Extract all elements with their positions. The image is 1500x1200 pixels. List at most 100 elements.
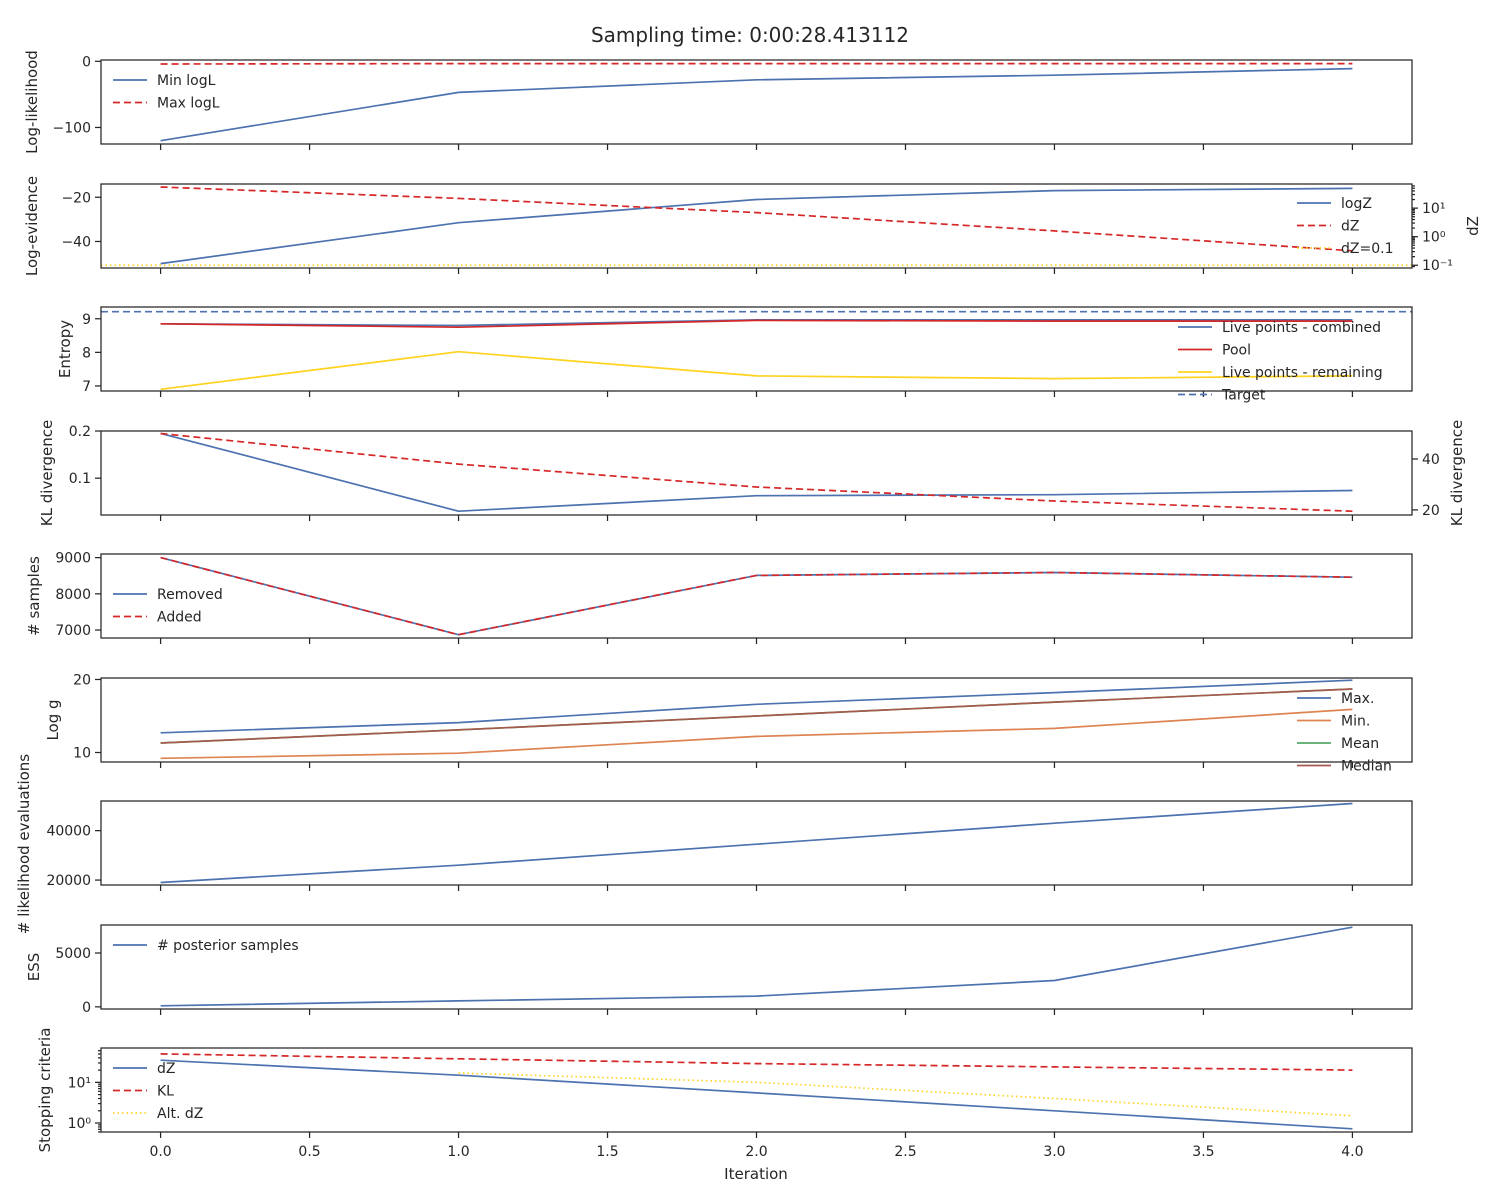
y-tick-label: −100 [53, 120, 91, 136]
panel-frame [100, 430, 1413, 516]
y-tick-label: 0.1 [69, 471, 91, 487]
series-line-live-points-remaining [160, 350, 1353, 391]
legend-label: Live points - combined [1222, 320, 1381, 336]
series-line-min [160, 708, 1353, 760]
legend-label: Pool [1222, 343, 1251, 359]
legend: logZ dZ dZ=0.1 [1297, 196, 1393, 257]
y-axis-label: # likelihood evaluations [15, 754, 33, 934]
panel-4: 0.2 0.1 40 20 KL divergence KL divergence [38, 420, 1466, 526]
legend-label: KL [157, 1084, 174, 1100]
series-group [160, 926, 1353, 1007]
legend-label: Added [157, 610, 202, 626]
y-tick-label: 7000 [55, 623, 91, 639]
series-line-posterior-samples [160, 926, 1353, 1007]
legend-label: Live points - remaining [1222, 365, 1383, 381]
panel-7: 40000 20000 # likelihood evaluations [15, 754, 1413, 934]
panel-5: 9000 8000 7000 # samples Removed Added [25, 551, 1413, 644]
series-group [160, 62, 1353, 142]
y-axis-label: Log-evidence [23, 176, 41, 276]
x-tick-label: 1.0 [447, 1144, 469, 1160]
x-tick-label: 2.5 [894, 1144, 916, 1160]
y-axis-label: Log g [44, 699, 62, 740]
y-tick-label: 10¹ [68, 1075, 91, 1091]
series-line [160, 802, 1353, 884]
y-tick-label: 8 [82, 345, 91, 361]
y2-axis-label: KL divergence [1448, 420, 1466, 526]
legend-label: Target [1221, 388, 1266, 404]
y-axis-label: ESS [25, 953, 43, 982]
y2-tick-label: 10⁰ [1422, 230, 1446, 246]
y-tick-label: 10⁰ [68, 1116, 92, 1132]
x-tick-label: 3.0 [1043, 1144, 1065, 1160]
y2-tick-label: 10¹ [1422, 201, 1445, 217]
y-tick-label: 9000 [55, 551, 91, 567]
legend: Live points - combined Pool Live points - … [1178, 320, 1383, 404]
series-group [160, 556, 1353, 636]
x-tick-label: 4.0 [1341, 1144, 1363, 1160]
series-line-min-logl [160, 67, 1353, 142]
y-tick-label: 20000 [46, 873, 91, 889]
legend: Min logL Max logL [113, 73, 220, 112]
panel-9: 10¹ 10⁰ 0.0 0.5 1.0 1.5 2.0 2.5 3.0 3.5 4.0 Stoppin… [36, 1028, 1413, 1160]
figure-title: Sampling time: 0:00:28.413112 [591, 23, 909, 47]
legend-label: Max logL [157, 96, 220, 112]
y-tick-label: 0 [82, 1000, 91, 1016]
y-axis-label: KL divergence [38, 420, 56, 526]
y2-tick-label: 20 [1422, 503, 1440, 519]
y-axis-label: Log-likelihood [23, 50, 41, 154]
y-tick-label: 8000 [55, 587, 91, 603]
y-tick-label: 0.2 [69, 424, 91, 440]
legend: Max. Min. Mean Median [1297, 691, 1392, 775]
panel-frame [100, 800, 1413, 886]
panel-2: −20 −40 10¹ 10⁰ 10⁻¹ dZ Log-evidence logZ dZ dZ=0… [23, 176, 1482, 276]
series-group [160, 1053, 1353, 1130]
y-tick-label: −20 [61, 190, 91, 206]
legend-label: Min logL [157, 73, 216, 89]
y-tick-label: 20 [73, 672, 91, 688]
y-tick-label: 0 [82, 54, 91, 70]
y-tick-label: 10 [73, 746, 91, 762]
series-line-median [160, 688, 1353, 744]
series-line-kl [160, 1053, 1353, 1071]
series-group [160, 679, 1353, 760]
y-tick-label: 5000 [55, 946, 91, 962]
series-group [101, 310, 1412, 391]
legend: Removed Added [113, 587, 223, 626]
series-group [160, 802, 1353, 884]
panel-frame [100, 924, 1413, 1010]
legend-label: Removed [157, 587, 223, 603]
legend: dZ KL Alt. dZ [113, 1061, 203, 1122]
x-tick-label: 0.5 [298, 1144, 320, 1160]
series-group [101, 186, 1412, 267]
panel-frame [100, 553, 1413, 639]
legend-label: Median [1341, 759, 1392, 775]
legend-label: # posterior samples [157, 938, 299, 954]
legend-label: logZ [1341, 196, 1372, 212]
panel-1: 0 −100 Log-likelihood Min logL Max logL [23, 50, 1413, 154]
series-line-max [160, 679, 1353, 734]
panel-6: 20 10 Log g Max. Min. Mean Median [44, 672, 1413, 775]
y-tick-label: 7 [82, 379, 91, 395]
series-line [160, 432, 1353, 513]
panel-frame [100, 183, 1413, 269]
y-tick-label: 9 [82, 312, 91, 328]
legend-label: Max. [1341, 691, 1374, 707]
series-line-removed [160, 556, 1353, 636]
x-tick-label: 0.0 [149, 1144, 171, 1160]
series-line-logz [160, 187, 1353, 265]
legend-label: Alt. dZ [157, 1106, 203, 1122]
legend-label: dZ [1341, 219, 1359, 235]
series-line-dz [160, 1059, 1353, 1130]
panel-frame [100, 59, 1413, 145]
y2-axis-label: dZ [1464, 216, 1482, 236]
y-axis-label: # samples [25, 556, 43, 636]
legend-label: Min. [1341, 714, 1370, 730]
panel-frame [100, 306, 1413, 392]
y-tick-label: −40 [61, 234, 91, 250]
x-axis-label: Iteration [724, 1165, 788, 1183]
x-tick-label: 2.0 [745, 1144, 767, 1160]
series-line-alt-dz [458, 1072, 1353, 1117]
series-line-dz [160, 186, 1353, 252]
panels: 0 −100 Log-likelihood Min logL Max logL −20 −4… [15, 50, 1482, 1160]
